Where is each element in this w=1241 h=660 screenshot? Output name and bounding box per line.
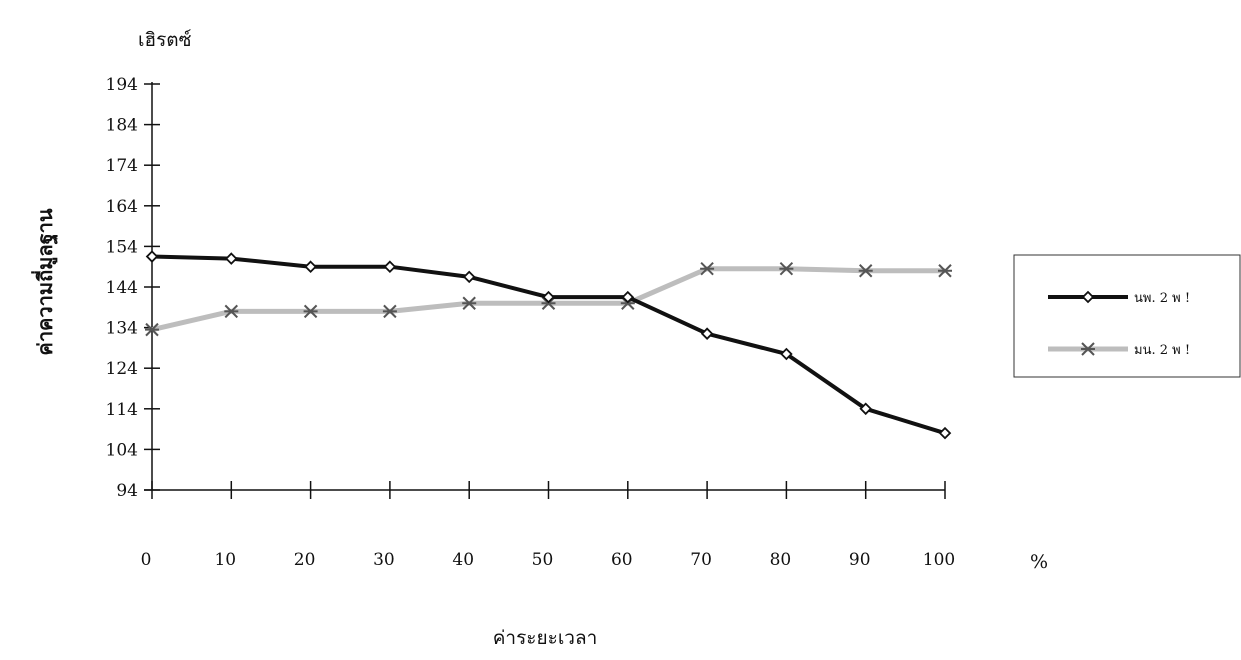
legend: นพ. 2 พ ! มน. 2 พ ! xyxy=(1013,254,1241,378)
data-point xyxy=(938,264,952,278)
legend-label: นพ. 2 พ ! xyxy=(1134,291,1190,306)
data-point xyxy=(382,304,397,319)
x-tick-label: 70 xyxy=(690,550,712,570)
data-point xyxy=(303,304,318,319)
y-tick-label: 184 xyxy=(106,116,138,136)
x-tick-label: 0 xyxy=(141,550,152,570)
data-point xyxy=(304,260,317,273)
y-tick-label: 104 xyxy=(106,440,138,460)
data-point xyxy=(462,270,476,284)
data-point xyxy=(383,260,397,273)
legend-item-2: มน. 2 พ ! xyxy=(1048,342,1190,358)
y-tick-label: 124 xyxy=(106,359,138,379)
data-point xyxy=(145,250,159,263)
data-point xyxy=(700,327,714,340)
y-tick-label: 114 xyxy=(106,400,138,420)
series-layer xyxy=(145,250,952,440)
y-axis-ticks: 94 104 114 124 134 144 154 164 174 184 194 xyxy=(106,75,160,501)
x-tick-label: 60 xyxy=(611,550,633,570)
data-point xyxy=(621,290,635,304)
y-tick-label: 94 xyxy=(116,481,138,501)
legend-marker xyxy=(1081,290,1095,304)
y-tick-label: 134 xyxy=(106,319,138,339)
data-point xyxy=(858,264,873,278)
legend-marker xyxy=(1081,342,1095,356)
legend-label: มน. 2 พ ! xyxy=(1134,343,1190,358)
x-tick-label: 20 xyxy=(294,550,316,570)
data-point xyxy=(462,296,477,310)
data-point xyxy=(859,402,872,416)
data-point xyxy=(542,290,555,304)
data-point xyxy=(938,426,952,440)
x-axis-title: ค่าระยะเวลา xyxy=(493,627,598,649)
data-point xyxy=(700,262,715,276)
y-tick-label: 194 xyxy=(106,75,138,95)
y-tick-label: 144 xyxy=(106,278,138,298)
x-axis-unit-label: % xyxy=(1030,551,1048,573)
y-axis-unit-label: เฮิรตซ์ xyxy=(138,29,192,51)
data-point xyxy=(224,304,239,319)
series-1 xyxy=(145,250,952,440)
y-axis-title: ค่าความถี่มูลฐาน xyxy=(30,208,59,355)
x-tick-label: 80 xyxy=(770,550,792,570)
x-tick-label: 10 xyxy=(214,550,236,570)
x-tick-label: 40 xyxy=(452,550,474,570)
data-point xyxy=(145,322,159,337)
x-axis-ticks: 0 10 20 30 40 50 60 70 80 90 100 xyxy=(141,481,955,570)
x-tick-label: 30 xyxy=(373,550,395,570)
y-tick-label: 164 xyxy=(106,197,138,217)
legend-item-1: นพ. 2 พ ! xyxy=(1048,290,1190,306)
data-point xyxy=(780,347,793,361)
x-tick-label: 90 xyxy=(849,550,871,570)
legend-box xyxy=(1013,254,1241,378)
data-point xyxy=(225,252,238,265)
x-tick-label: 50 xyxy=(532,550,554,570)
series-line-1 xyxy=(151,254,946,436)
y-tick-label: 154 xyxy=(106,237,138,257)
x-tick-label: 100 xyxy=(923,550,955,570)
data-point xyxy=(779,262,794,276)
y-tick-label: 174 xyxy=(106,156,138,176)
